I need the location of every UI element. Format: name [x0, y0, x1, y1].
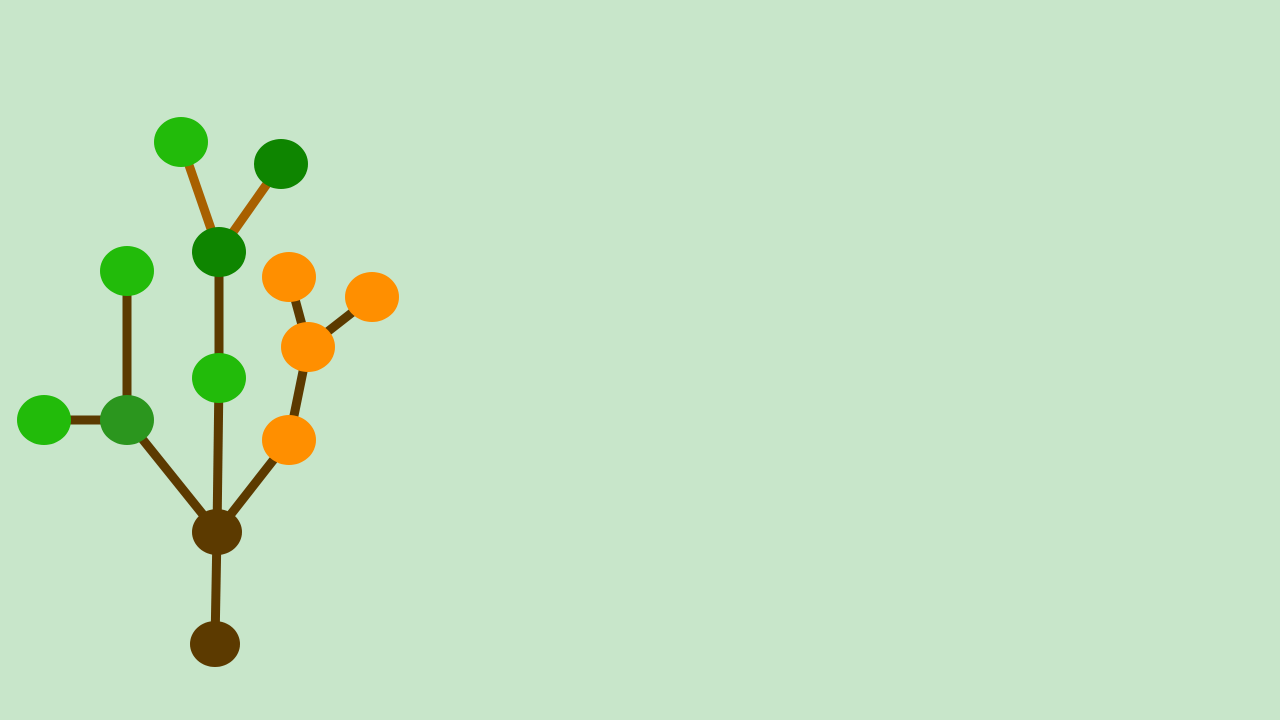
trunk-node-root[interactable]: [190, 621, 240, 667]
trunk-node-junction[interactable]: [192, 509, 242, 555]
leaf-node-left-tip[interactable]: [17, 395, 71, 445]
fruit-node-fruit-upper-left[interactable]: [262, 252, 316, 302]
branch-junction-to-center-mid: [212, 377, 224, 533]
fruit-node-fruit-low[interactable]: [262, 415, 316, 465]
fruit-node-fruit-upper-right[interactable]: [345, 272, 399, 322]
leaf-node-center-mid[interactable]: [192, 353, 246, 403]
leaf-node-top-right[interactable]: [254, 139, 308, 189]
leaf-node-left-upper[interactable]: [100, 246, 154, 296]
leaf-node-center-top[interactable]: [192, 227, 246, 277]
leaf-node-top-left[interactable]: [154, 117, 208, 167]
tree-nodes: [17, 117, 399, 667]
leaf-node-left-hub[interactable]: [100, 395, 154, 445]
fruit-node-fruit-mid[interactable]: [281, 322, 335, 372]
